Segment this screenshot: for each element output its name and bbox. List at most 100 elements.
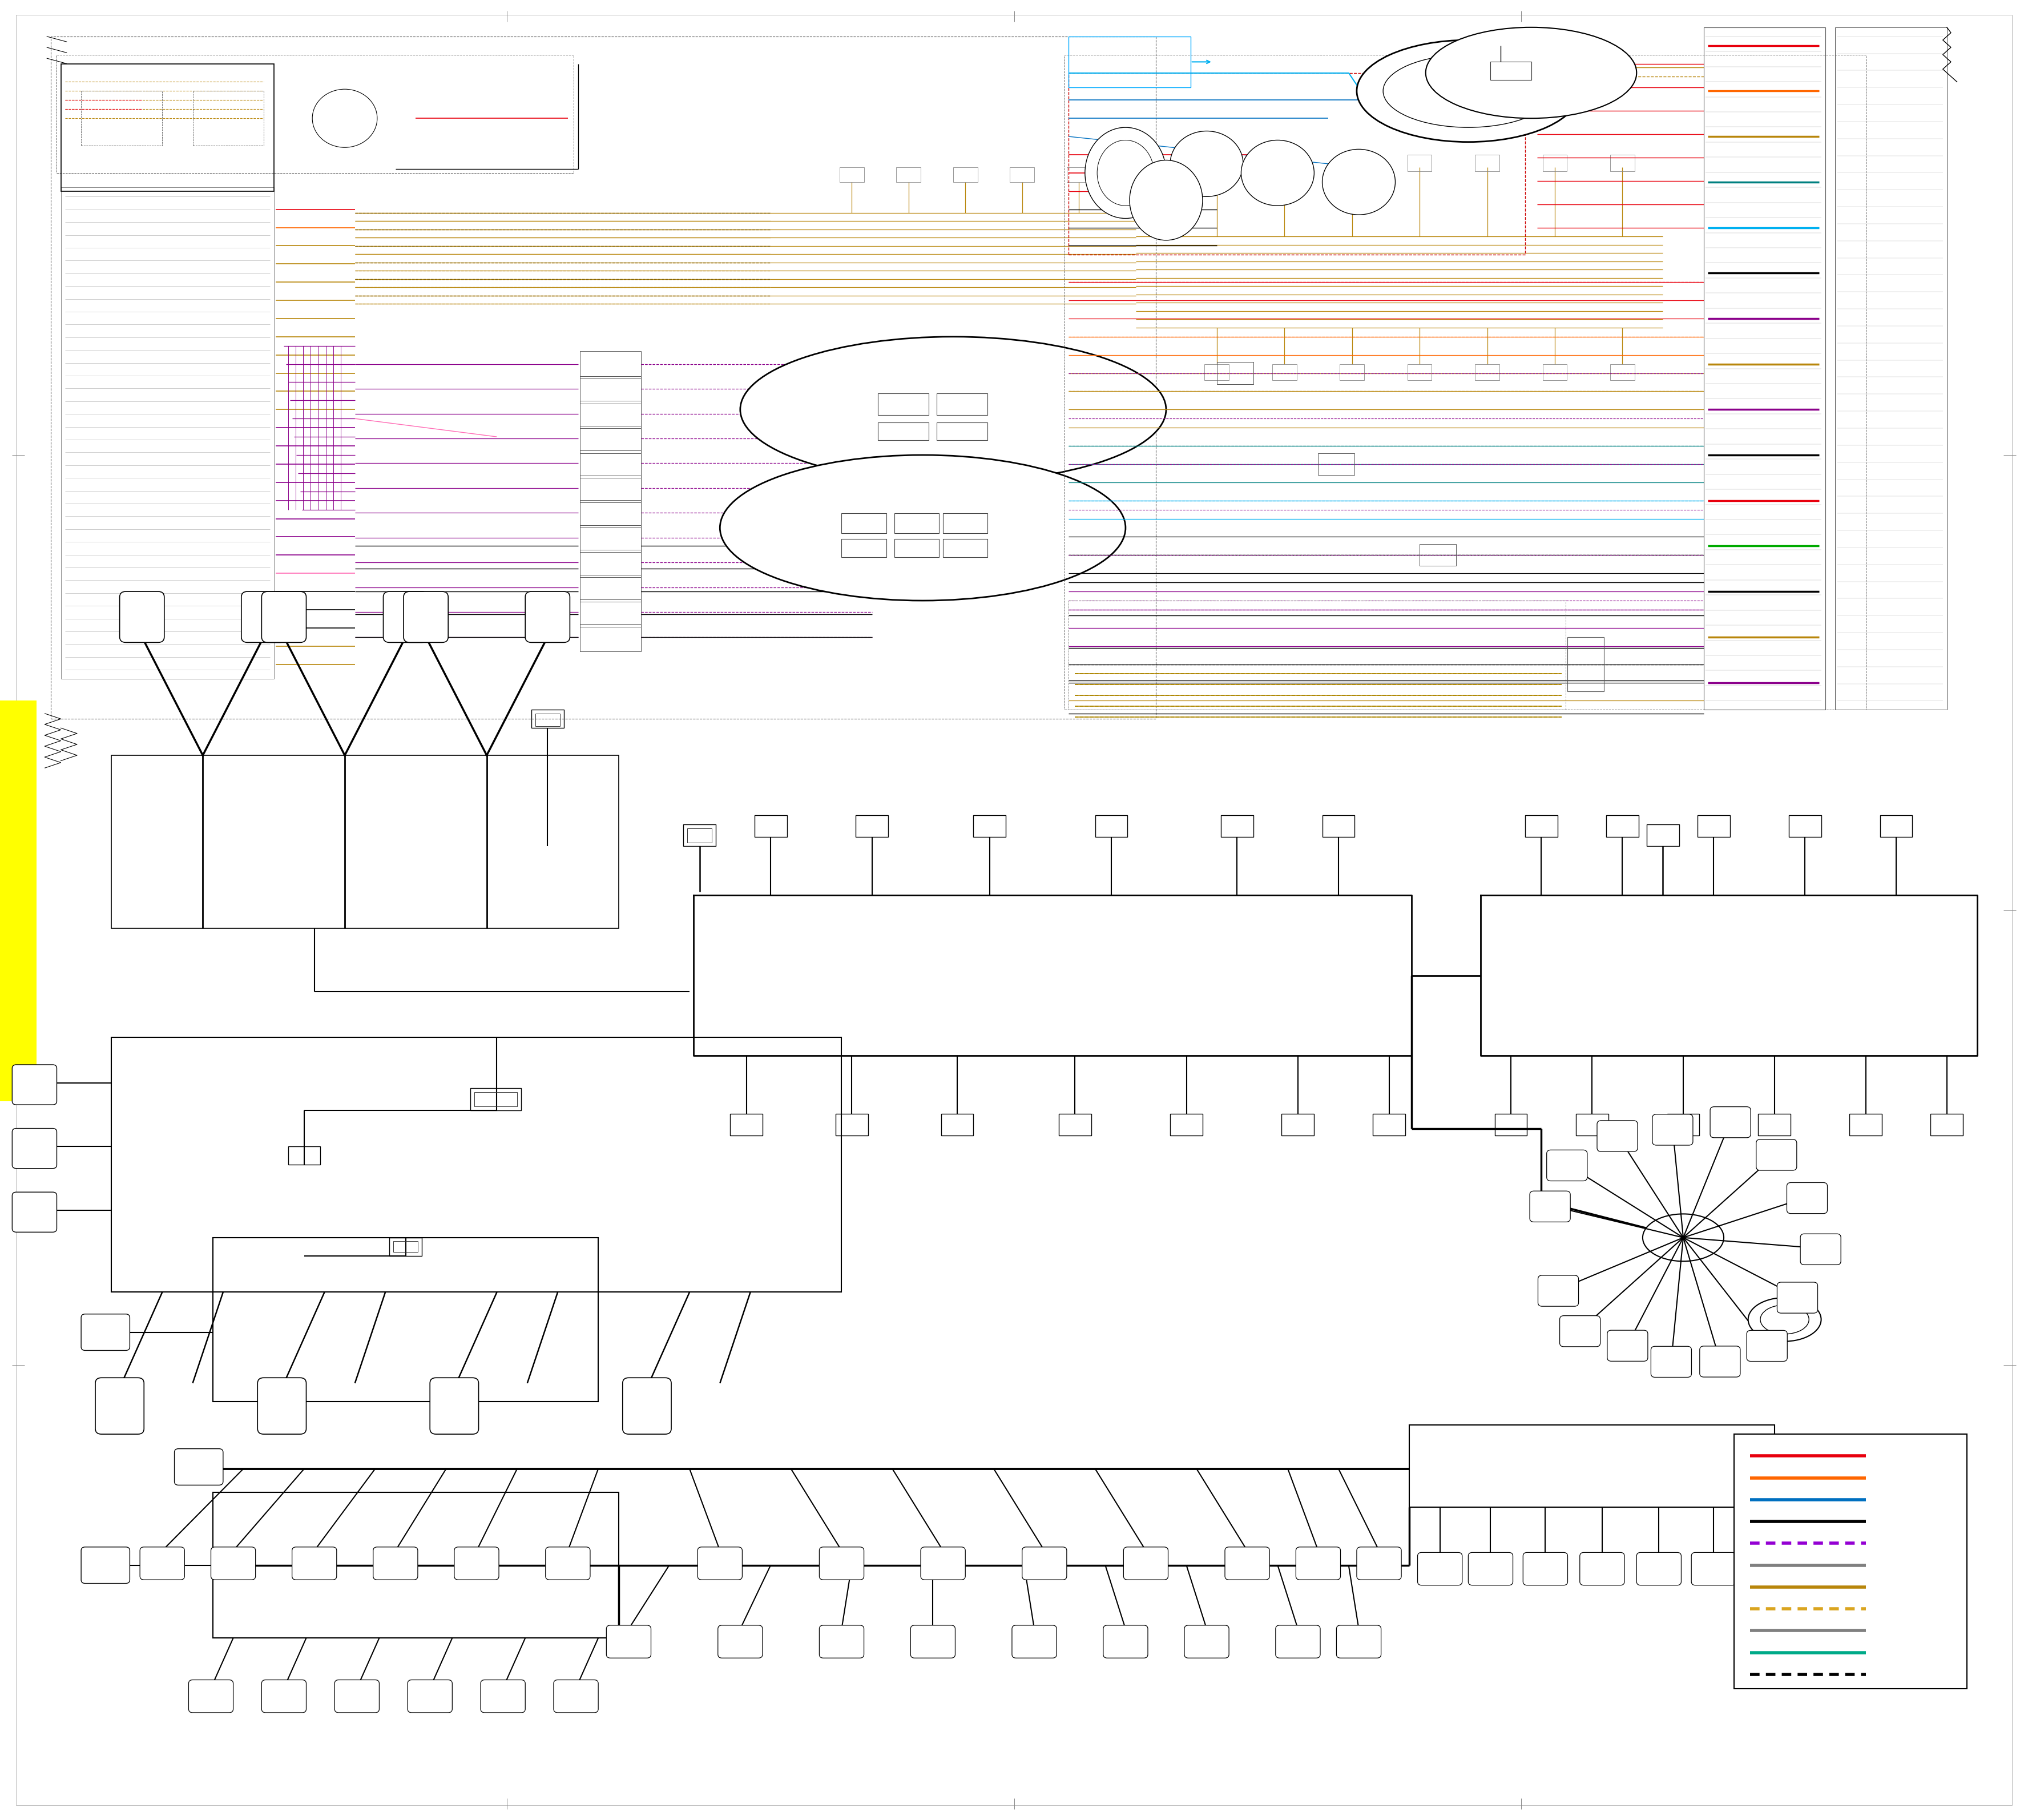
Bar bbox=[416, 610, 436, 628]
Bar bbox=[132, 610, 152, 628]
Bar bbox=[941, 1114, 973, 1136]
FancyBboxPatch shape bbox=[189, 1680, 233, 1713]
Bar bbox=[57, 55, 574, 173]
Bar bbox=[535, 713, 560, 726]
FancyBboxPatch shape bbox=[1580, 1552, 1624, 1585]
FancyBboxPatch shape bbox=[12, 1192, 57, 1232]
FancyBboxPatch shape bbox=[911, 1625, 955, 1658]
Bar bbox=[878, 393, 929, 415]
Ellipse shape bbox=[740, 337, 1166, 482]
FancyBboxPatch shape bbox=[546, 1547, 590, 1580]
FancyBboxPatch shape bbox=[211, 1547, 256, 1580]
FancyBboxPatch shape bbox=[606, 1625, 651, 1658]
Ellipse shape bbox=[1748, 1298, 1821, 1341]
Bar bbox=[1124, 167, 1148, 182]
Bar bbox=[1606, 815, 1639, 837]
Bar bbox=[81, 91, 162, 146]
FancyBboxPatch shape bbox=[1691, 1552, 1736, 1585]
Bar bbox=[1610, 155, 1635, 171]
FancyBboxPatch shape bbox=[1801, 1234, 1841, 1265]
Ellipse shape bbox=[1097, 140, 1154, 206]
Ellipse shape bbox=[1085, 127, 1166, 218]
Bar bbox=[1205, 155, 1229, 171]
Bar bbox=[1373, 1114, 1405, 1136]
Bar bbox=[274, 610, 294, 628]
Bar bbox=[580, 351, 641, 379]
Bar bbox=[1059, 1114, 1091, 1136]
FancyBboxPatch shape bbox=[1418, 1552, 1462, 1585]
Bar bbox=[1322, 815, 1355, 837]
FancyBboxPatch shape bbox=[1787, 1183, 1827, 1214]
FancyBboxPatch shape bbox=[481, 1680, 525, 1713]
Bar bbox=[580, 500, 641, 528]
Ellipse shape bbox=[720, 455, 1126, 601]
Bar bbox=[842, 539, 886, 557]
Bar bbox=[531, 710, 564, 728]
FancyBboxPatch shape bbox=[1547, 1150, 1588, 1181]
Bar bbox=[1272, 155, 1296, 171]
Bar bbox=[1667, 1114, 1699, 1136]
Bar bbox=[1217, 362, 1253, 384]
Bar bbox=[1069, 73, 1525, 255]
FancyBboxPatch shape bbox=[140, 1547, 185, 1580]
Bar bbox=[1758, 1114, 1791, 1136]
Bar bbox=[1318, 453, 1355, 475]
Bar bbox=[943, 513, 988, 533]
Bar bbox=[112, 755, 619, 928]
FancyBboxPatch shape bbox=[1537, 1276, 1578, 1307]
FancyBboxPatch shape bbox=[623, 1378, 671, 1434]
Bar bbox=[1221, 815, 1253, 837]
FancyBboxPatch shape bbox=[1225, 1547, 1270, 1580]
FancyBboxPatch shape bbox=[1746, 1330, 1787, 1361]
Bar bbox=[112, 1037, 842, 1292]
FancyBboxPatch shape bbox=[718, 1625, 763, 1658]
Bar bbox=[730, 1114, 763, 1136]
Bar bbox=[393, 1241, 418, 1252]
FancyBboxPatch shape bbox=[1742, 1552, 1787, 1585]
Bar bbox=[896, 167, 921, 182]
Ellipse shape bbox=[1130, 160, 1203, 240]
Bar bbox=[580, 400, 641, 428]
Bar bbox=[1568, 637, 1604, 692]
Bar bbox=[754, 815, 787, 837]
Bar bbox=[1697, 815, 1730, 837]
Bar bbox=[1850, 1114, 1882, 1136]
Ellipse shape bbox=[1170, 131, 1243, 197]
Bar bbox=[51, 36, 1156, 719]
Bar bbox=[1931, 1114, 1963, 1136]
Bar bbox=[856, 815, 888, 837]
FancyBboxPatch shape bbox=[258, 1378, 306, 1434]
Bar bbox=[973, 815, 1006, 837]
Bar bbox=[937, 422, 988, 440]
Bar bbox=[1341, 364, 1365, 380]
FancyBboxPatch shape bbox=[1357, 1547, 1401, 1580]
Bar bbox=[1420, 544, 1456, 566]
FancyBboxPatch shape bbox=[1596, 1121, 1639, 1152]
FancyBboxPatch shape bbox=[120, 592, 164, 642]
Ellipse shape bbox=[1383, 55, 1553, 127]
FancyBboxPatch shape bbox=[1699, 1347, 1740, 1378]
Bar bbox=[475, 1092, 517, 1107]
Bar bbox=[580, 550, 641, 577]
Bar bbox=[1069, 36, 1190, 87]
FancyBboxPatch shape bbox=[454, 1547, 499, 1580]
Bar bbox=[1835, 27, 1947, 710]
Bar bbox=[1880, 815, 1912, 837]
Bar bbox=[580, 575, 641, 602]
Ellipse shape bbox=[1643, 1214, 1724, 1261]
Bar bbox=[1576, 1114, 1608, 1136]
Bar bbox=[953, 167, 977, 182]
Bar bbox=[1543, 364, 1568, 380]
FancyBboxPatch shape bbox=[554, 1680, 598, 1713]
FancyBboxPatch shape bbox=[1012, 1625, 1057, 1658]
Ellipse shape bbox=[1322, 149, 1395, 215]
Bar bbox=[1474, 155, 1499, 171]
Bar bbox=[1525, 815, 1558, 837]
Bar bbox=[635, 1398, 659, 1420]
FancyBboxPatch shape bbox=[12, 1128, 57, 1168]
Bar bbox=[1789, 815, 1821, 837]
Bar bbox=[842, 513, 886, 533]
FancyBboxPatch shape bbox=[819, 1547, 864, 1580]
Bar bbox=[1341, 155, 1365, 171]
Bar bbox=[213, 1492, 619, 1638]
